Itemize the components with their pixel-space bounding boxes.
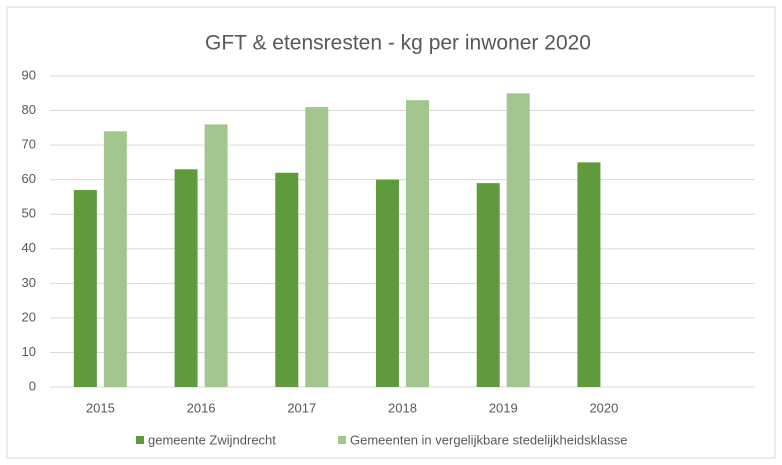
chart-title: GFT & etensresten - kg per inwoner 2020: [205, 32, 591, 55]
bar: [376, 179, 399, 387]
bar: [73, 190, 97, 387]
y-tick-label: 20: [22, 309, 36, 324]
y-tick-label: 10: [22, 344, 36, 359]
y-tick-label: 0: [29, 378, 36, 393]
y-tick-label: 50: [22, 206, 36, 221]
bar: [305, 107, 329, 387]
legend-label: Gemeenten in vergelijkbare stedelijkheid…: [350, 432, 627, 447]
x-tick-label: 2015: [86, 400, 115, 415]
bar: [577, 162, 601, 387]
legend-swatch: [338, 436, 346, 444]
bar: [275, 172, 299, 387]
x-tick-label: 2020: [589, 400, 618, 415]
y-tick-label: 90: [22, 67, 36, 82]
legend-swatch: [136, 436, 144, 444]
x-tick-label: 2016: [187, 400, 216, 415]
legend-label: gemeente Zwijndrecht: [148, 432, 276, 447]
y-tick-label: 40: [22, 240, 36, 255]
x-tick-label: 2017: [287, 400, 316, 415]
y-tick-label: 60: [22, 171, 36, 186]
y-tick-label: 30: [22, 275, 36, 290]
bar: [103, 131, 127, 387]
bar: [476, 183, 500, 387]
bar: [506, 93, 530, 388]
bar: [204, 124, 228, 387]
y-tick-label: 80: [22, 102, 36, 117]
x-tick-label: 2018: [388, 400, 417, 415]
bar: [174, 169, 198, 387]
y-tick-label: 70: [22, 137, 36, 152]
bar: [406, 100, 429, 387]
x-tick-label: 2019: [489, 400, 518, 415]
